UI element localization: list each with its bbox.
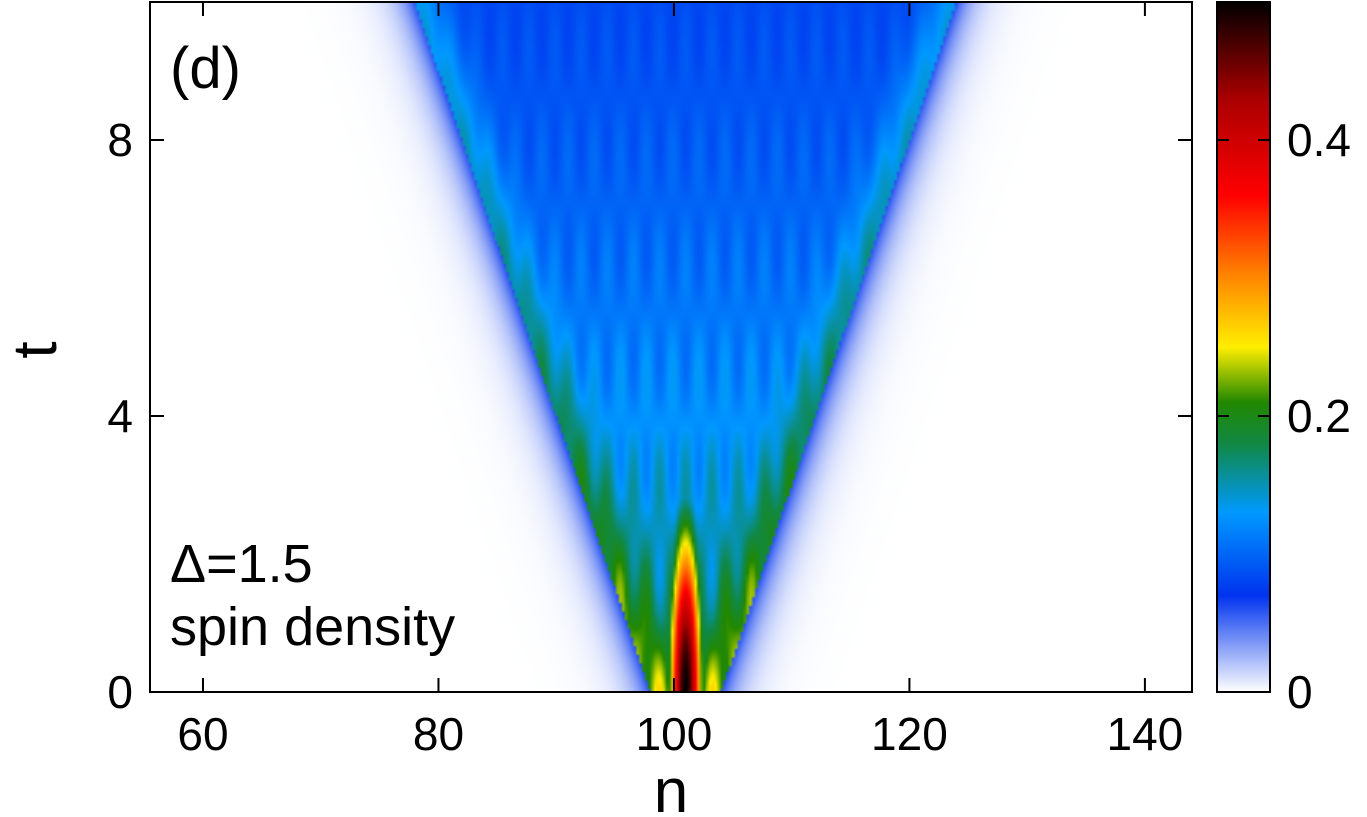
y-tick-label: 4 <box>107 390 133 442</box>
delta-annotation: Δ=1.5 <box>170 534 313 594</box>
colorbar-frame <box>1216 1 1271 693</box>
x-axis-label: n <box>654 757 688 817</box>
x-tick-label: 60 <box>177 708 228 760</box>
quantity-annotation: spin density <box>170 597 455 657</box>
x-axis-ticks: 60 80 100 120 140 <box>177 2 1183 760</box>
colorbar-tick-label: 0 <box>1287 666 1313 718</box>
y-axis-label: t <box>1 341 70 358</box>
colorbar-tick-label: 0.2 <box>1287 390 1351 442</box>
x-tick-label: 80 <box>413 708 464 760</box>
y-tick-label: 0 <box>107 666 133 718</box>
x-tick-label: 100 <box>636 708 713 760</box>
heatmap-image <box>150 2 1192 692</box>
y-tick-label: 8 <box>107 114 133 166</box>
colorbar-ticks: 0 0.2 0.4 <box>1217 114 1351 718</box>
colorbar: 0 0.2 0.4 <box>1216 1 1351 718</box>
colorbar-tick-label: 0.4 <box>1287 114 1351 166</box>
x-tick-label: 140 <box>1107 708 1184 760</box>
panel-label: (d) <box>170 36 241 101</box>
plot-frame <box>149 1 1193 693</box>
colorbar-gradient <box>1217 2 1270 692</box>
y-axis-ticks: 0 4 8 <box>107 114 1192 718</box>
x-tick-label: 120 <box>871 708 948 760</box>
